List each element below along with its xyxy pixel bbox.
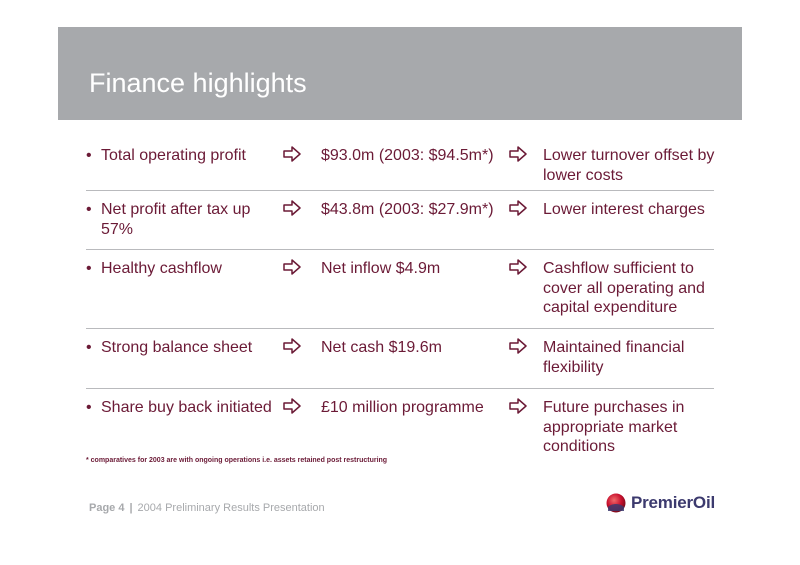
- page-number: Page 4: [89, 502, 125, 514]
- row-comment: Lower turnover offset by lower costs: [543, 147, 715, 184]
- row-label: • Net profit after tax up 57%: [86, 200, 271, 239]
- row-value: $93.0m (2003: $94.5m*): [321, 147, 494, 164]
- slide-title: Finance highlights: [89, 68, 307, 98]
- row-comment: Future purchases in appropriate market c…: [543, 399, 685, 455]
- bullet: •: [86, 147, 92, 164]
- footnote: * comparatives for 2003 are with ongoing…: [86, 457, 388, 464]
- row-label-text: Total operating profit: [101, 147, 246, 164]
- highlight-row: • Total operating profit $93.0m (2003: $…: [86, 137, 714, 191]
- highlight-row: • Share buy back initiated £10 million p…: [86, 389, 714, 459]
- presentation-title: 2004 Preliminary Results Presentation: [137, 502, 325, 514]
- row-comment: Maintained financial flexibility: [543, 339, 685, 376]
- arrow-icon: [509, 338, 529, 357]
- premier-oil-logo: PremierOil: [605, 492, 715, 514]
- arrow-icon: [509, 398, 529, 417]
- row-label: • Healthy cashflow: [86, 259, 278, 279]
- highlight-row: • Net profit after tax up 57% $43.8m (20…: [86, 191, 714, 250]
- arrow-icon: [283, 146, 303, 165]
- row-label-text: Strong balance sheet: [101, 339, 253, 356]
- header-band: [58, 27, 742, 120]
- logo-wordmark: PremierOil: [631, 493, 715, 512]
- arrow-icon: [509, 259, 529, 278]
- row-value: £10 million programme: [321, 399, 484, 416]
- row-label-text: Share buy back initiated: [101, 399, 272, 416]
- bullet: •: [86, 201, 92, 218]
- row-label: • Share buy back initiated: [86, 398, 286, 418]
- row-label: • Total operating profit: [86, 146, 278, 166]
- row-value: $43.8m (2003: $27.9m*): [321, 201, 494, 218]
- bullet: •: [86, 339, 92, 356]
- slide-footer: Page 4 | 2004 Preliminary Results Presenta…: [89, 502, 325, 514]
- row-label-text: Healthy cashflow: [101, 260, 222, 277]
- row-value: Net inflow $4.9m: [321, 260, 441, 277]
- arrow-icon: [509, 200, 529, 219]
- arrow-icon: [509, 146, 529, 165]
- row-comment: Cashflow sufficient to cover all operati…: [543, 260, 705, 316]
- highlight-row: • Healthy cashflow Net inflow $4.9m Cash…: [86, 250, 714, 329]
- row-value: Net cash $19.6m: [321, 339, 442, 356]
- row-label-text: Net profit after tax up 57%: [101, 201, 251, 238]
- logo-mark-icon: [605, 492, 627, 514]
- bullet: •: [86, 399, 92, 416]
- arrow-icon: [283, 398, 303, 417]
- row-comment: Lower interest charges: [543, 201, 705, 218]
- arrow-icon: [283, 259, 303, 278]
- highlights-table: • Total operating profit $93.0m (2003: $…: [86, 137, 714, 459]
- row-label: • Strong balance sheet: [86, 338, 278, 358]
- highlight-row: • Strong balance sheet Net cash $19.6m M…: [86, 329, 714, 389]
- bullet: •: [86, 260, 92, 277]
- footer-separator: |: [129, 502, 133, 514]
- arrow-icon: [283, 338, 303, 357]
- arrow-icon: [283, 200, 303, 219]
